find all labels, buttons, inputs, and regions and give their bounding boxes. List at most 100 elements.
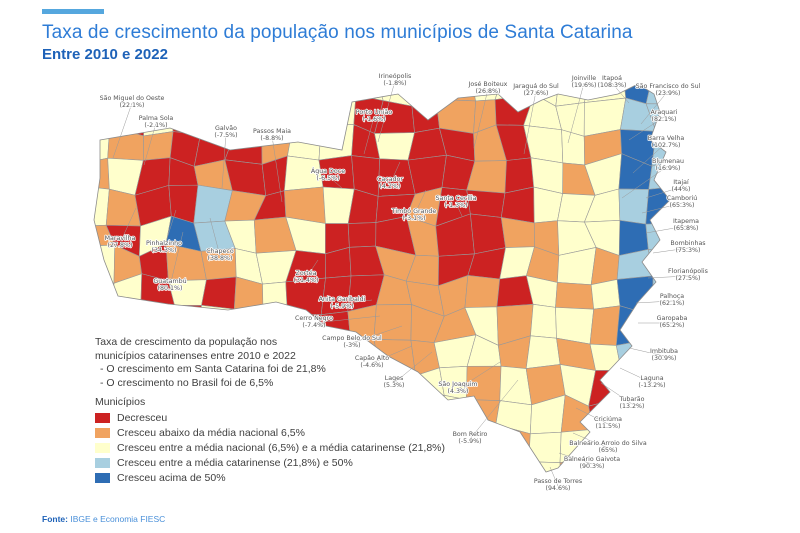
municipality-cell bbox=[705, 70, 739, 101]
label-leader-line bbox=[221, 132, 227, 189]
municipality-cell bbox=[706, 366, 740, 402]
map-annotation: Taxa de crescimento da população nos mun… bbox=[95, 336, 395, 391]
legend-item: Cresceu acima de 50% bbox=[95, 470, 445, 485]
municipality-cell bbox=[681, 370, 706, 402]
municipality-cell bbox=[171, 84, 206, 106]
municipality-cell bbox=[261, 94, 296, 130]
municipality-label: Itajaí (44%) bbox=[672, 178, 691, 193]
municipality-label: Chapecó (38.8%) bbox=[206, 247, 234, 262]
municipality-cell bbox=[254, 309, 291, 340]
municipality-cell bbox=[711, 458, 740, 494]
legend-label: Decresceu bbox=[117, 411, 168, 424]
label-leader-line bbox=[469, 379, 519, 440]
municipality-cell bbox=[470, 213, 506, 255]
municipality-label: Campo Belo do Sul (-3%) bbox=[322, 335, 382, 349]
municipality-cell bbox=[555, 282, 595, 310]
label-leader-line bbox=[635, 300, 673, 304]
municipality-label: Maravilha (27.8%) bbox=[105, 235, 136, 249]
municipality-cell bbox=[139, 304, 176, 338]
municipality-label: Passo de Torres (94.6%) bbox=[534, 478, 582, 492]
municipality-label: Anita Garibaldi (-5.9%) bbox=[319, 296, 366, 310]
label-leader-line bbox=[567, 82, 585, 144]
municipality-cell bbox=[315, 84, 357, 98]
municipality-cell bbox=[681, 339, 712, 372]
label-leader-line bbox=[143, 122, 157, 166]
municipality-label: Caçador (4.2%) bbox=[377, 176, 403, 190]
municipality-cell bbox=[94, 84, 109, 98]
municipality-cell bbox=[709, 434, 740, 458]
legend-label: Cresceu abaixo da média nacional 6,5% bbox=[117, 426, 305, 439]
legend-swatch bbox=[95, 427, 110, 438]
municipality-cell bbox=[463, 453, 505, 472]
label-leader-line bbox=[393, 351, 433, 384]
municipality-label: Joinville (19.6%) bbox=[571, 75, 597, 89]
municipality-cell bbox=[589, 305, 621, 346]
municipality-label: Itapema (65.8%) bbox=[673, 218, 699, 232]
municipality-label: Palhoça (62.1%) bbox=[660, 293, 685, 307]
label-leader-line bbox=[271, 135, 283, 203]
municipality-cell bbox=[677, 458, 714, 493]
label-leader-line bbox=[163, 209, 177, 249]
municipality-cell bbox=[555, 307, 595, 345]
municipality-cell bbox=[705, 95, 739, 136]
legend-swatch bbox=[95, 457, 110, 468]
label-leader-line bbox=[351, 325, 403, 344]
label-leader-line bbox=[363, 116, 375, 155]
municipality-cell bbox=[706, 399, 740, 435]
municipality-label: Passos Maia (-8.8%) bbox=[253, 128, 291, 142]
municipality-cell bbox=[525, 335, 561, 369]
municipality-cell bbox=[94, 303, 114, 339]
municipality-label: Irineópolis (-1.8%) bbox=[379, 72, 412, 87]
municipality-cell bbox=[94, 157, 110, 190]
municipality-label: Bombinhas (75.3%) bbox=[670, 240, 705, 254]
municipality-cell bbox=[618, 188, 650, 225]
label-leader-line bbox=[169, 231, 184, 287]
label-leader-line bbox=[645, 186, 682, 199]
municipality-cell bbox=[706, 192, 735, 224]
municipality-cell bbox=[465, 399, 501, 432]
legend-items: Decresceu Cresceu abaixo da média naciona… bbox=[95, 410, 445, 485]
label-leader-line bbox=[621, 165, 669, 199]
municipality-cell bbox=[622, 454, 655, 472]
label-leader-line bbox=[549, 466, 559, 487]
municipality-label: Capão Alto (-4.6%) bbox=[355, 355, 389, 369]
municipality-cell bbox=[713, 133, 740, 163]
label-leader-line bbox=[473, 88, 489, 149]
municipality-cell bbox=[500, 458, 529, 472]
label-leader-line bbox=[371, 345, 413, 364]
municipality-cell bbox=[530, 303, 557, 339]
municipality-label: Zortéa (31.4%) bbox=[294, 269, 319, 284]
municipality-cell bbox=[262, 281, 288, 316]
label-leader-line bbox=[641, 202, 683, 214]
label-leader-line bbox=[112, 102, 133, 159]
label-leader-line bbox=[523, 90, 537, 155]
municipality-cell bbox=[706, 161, 740, 195]
municipality-label: Balneário Gaivota (90.3%) bbox=[564, 455, 620, 470]
label-leader-line bbox=[652, 247, 689, 254]
municipality-cell bbox=[229, 84, 267, 100]
label-leader-line bbox=[628, 347, 665, 357]
legend-item: Cresceu entre a média nacional (6,5%) e … bbox=[95, 440, 445, 455]
municipality-label: São Francisco do Sul (23.9%) bbox=[636, 83, 701, 97]
municipality-cell bbox=[680, 131, 715, 161]
municipality-cell bbox=[589, 343, 622, 371]
municipality-cell bbox=[645, 400, 670, 436]
municipality-label: Porto União (-1.6%) bbox=[356, 109, 393, 123]
legend: Municípios Decresceu Cresceu abaixo da mé… bbox=[95, 396, 445, 485]
label-leader-line bbox=[413, 189, 427, 217]
accent-bar bbox=[42, 9, 104, 14]
municipality-label: Guatambú (80.1%) bbox=[153, 277, 186, 292]
legend-item: Decresceu bbox=[95, 410, 445, 425]
municipality-cell bbox=[292, 94, 325, 126]
municipality-label: Criciúma (11.5%) bbox=[594, 415, 622, 430]
municipality-label: Barra Velha (102.7%) bbox=[648, 135, 685, 149]
municipality-cell bbox=[707, 278, 740, 308]
municipality-cell bbox=[347, 222, 377, 248]
municipality-cell bbox=[442, 394, 474, 432]
municipality-cell bbox=[260, 84, 296, 100]
label-leader-line bbox=[600, 382, 633, 405]
municipality-cell bbox=[411, 99, 440, 133]
legend-label: Cresceu entre a média catarinense (21,8%… bbox=[117, 456, 353, 469]
label-leader-line bbox=[572, 432, 609, 449]
